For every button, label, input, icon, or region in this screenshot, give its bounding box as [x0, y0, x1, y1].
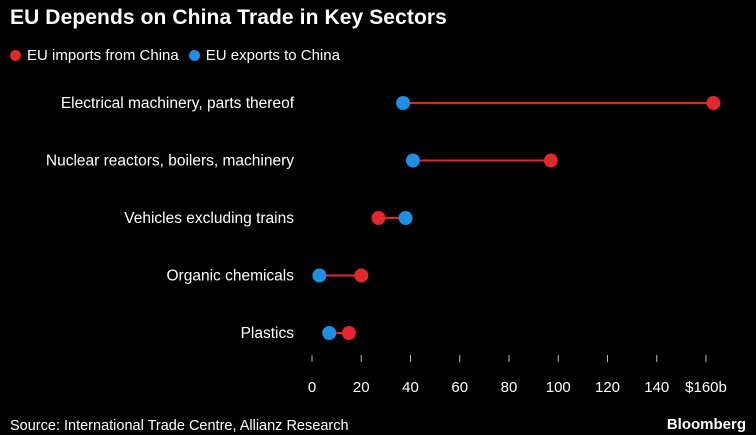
legend-label-exports: EU exports to China	[205, 47, 340, 64]
import-dot	[543, 153, 558, 168]
x-tick-label: $160b	[685, 379, 727, 396]
category-label: Plastics	[241, 325, 295, 342]
category-label: Nuclear reactors, boilers, machinery	[46, 153, 294, 170]
export-dot	[396, 96, 411, 110]
source-note: Source: International Trade Centre, Alli…	[10, 418, 349, 434]
legend-marker-imports	[10, 50, 21, 61]
brand-logo-text: Bloomberg	[666, 416, 746, 433]
legend-marker-exports	[188, 50, 200, 61]
export-dot	[405, 153, 420, 168]
import-dot	[706, 96, 721, 110]
legend-item-imports: EU imports from China	[10, 47, 179, 64]
x-tick-label: 120	[595, 379, 620, 396]
legend-label-imports: EU imports from China	[27, 47, 179, 64]
legend-item-exports: EU exports to China	[188, 47, 340, 64]
export-dot	[322, 326, 337, 340]
x-tick-label: 40	[402, 379, 419, 396]
category-label: Electrical machinery, parts thereof	[61, 95, 295, 112]
x-tick-label: 100	[546, 379, 571, 396]
x-tick-label: 60	[451, 379, 468, 396]
x-tick-label: 80	[501, 379, 518, 396]
x-tick-label: 140	[644, 379, 669, 396]
import-dot	[341, 326, 356, 340]
legend: EU imports from China EU exports to Chin…	[10, 47, 350, 64]
category-label: Organic chemicals	[167, 268, 295, 285]
export-dot	[398, 211, 413, 225]
export-dot	[312, 268, 327, 283]
chart-title: EU Depends on China Trade in Key Sectors	[10, 6, 447, 29]
x-tick-label: 0	[308, 379, 316, 396]
category-label: Vehicles excluding trains	[124, 210, 294, 227]
x-tick-label: 20	[353, 379, 370, 396]
import-dot	[371, 211, 386, 225]
import-dot	[354, 268, 369, 283]
